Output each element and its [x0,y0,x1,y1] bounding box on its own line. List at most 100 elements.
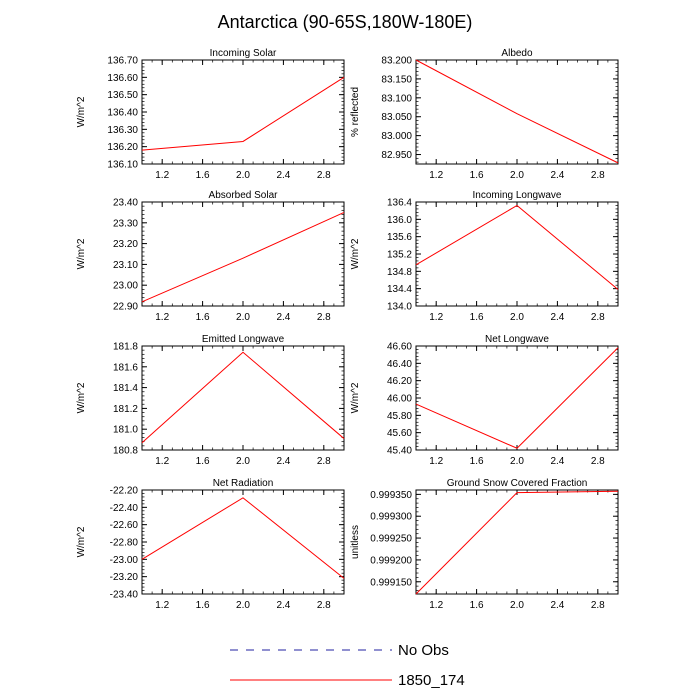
incoming-solar-ytick-label: 136.30 [107,125,138,136]
net-radiation-ytick-label: -23.00 [110,555,139,566]
albedo-series-line-1850-174 [415,59,619,164]
emitted-longwave-ytick-label: 181.2 [113,404,138,415]
net-longwave-xtick-label: 2.0 [510,456,524,467]
panel-incoming-longwave: Incoming Longwave W/m^2 1.2 1.6 2.0 2.4 2.8 134… [350,190,619,323]
panel-ground-snow-covered-fraction: Ground Snow Covered Fraction unitless 1.2 1… [350,478,619,611]
net-longwave-ylabel: W/m^2 [350,382,361,413]
incoming-longwave-title: Incoming Longwave [473,190,562,201]
net-longwave-xtick-label: 2.4 [550,456,564,467]
net-radiation-xtick-label: 2.0 [236,600,250,611]
net-radiation-series-line-1850-174 [141,497,345,579]
incoming-solar-xtick-label: 2.8 [317,170,331,181]
incoming-solar-ytick-label: 136.70 [107,56,138,67]
net-radiation-ylabel: W/m^2 [76,526,87,557]
albedo-xtick-label: 1.2 [429,170,443,181]
net-longwave-ytick-label: 45.60 [387,428,412,439]
albedo-xtick-label: 1.6 [470,170,484,181]
emitted-longwave-xtick-label: 2.0 [236,456,250,467]
net-longwave-series-line-1850-174 [415,347,619,449]
net-radiation-ytick-label: -23.20 [110,572,139,583]
emitted-longwave-ytick-label: 180.8 [113,446,138,457]
incoming-longwave-xtick-label: 2.4 [550,312,564,323]
albedo-xtick-label: 2.4 [550,170,564,181]
ground-snow-covered-fraction-xtick-label: 2.0 [510,600,524,611]
incoming-solar-ytick-label: 136.50 [107,90,138,101]
absorbed-solar-xtick-label: 2.8 [317,312,331,323]
absorbed-solar-ylabel: W/m^2 [76,238,87,269]
incoming-longwave-ytick-label: 135.2 [387,250,412,261]
ground-snow-covered-fraction-xtick-label: 1.6 [470,600,484,611]
albedo-ytick-label: 82.950 [381,150,412,161]
figure-title: Antarctica (90-65S,180W-180E) [218,12,473,32]
panel-albedo: Albedo % reflected 1.2 1.6 2.0 2.4 2.8 82.950 83… [350,48,619,181]
net-longwave-xtick-label: 1.2 [429,456,443,467]
net-longwave-ytick-label: 46.60 [387,342,412,353]
legend: No Obs 1850_174 [230,642,465,689]
panels: Incoming Solar W/m^2 1.2 1.6 2.0 2.4 2.8 136.10… [76,48,619,611]
incoming-longwave-ylabel: W/m^2 [350,238,361,269]
net-radiation-ytick-label: -22.60 [110,520,139,531]
ground-snow-covered-fraction-xtick-label: 1.2 [429,600,443,611]
ground-snow-covered-fraction-ytick-label: 0.999200 [370,555,412,566]
net-longwave-ytick-label: 45.80 [387,411,412,422]
absorbed-solar-ytick-label: 22.90 [113,302,138,313]
emitted-longwave-title: Emitted Longwave [202,334,285,345]
ground-snow-covered-fraction-title: Ground Snow Covered Fraction [447,478,588,489]
absorbed-solar-ytick-label: 23.10 [113,260,138,271]
incoming-longwave-ytick-label: 134.4 [387,284,412,295]
incoming-longwave-ytick-label: 136.0 [387,215,412,226]
absorbed-solar-xtick-label: 1.2 [155,312,169,323]
incoming-solar-xtick-label: 1.2 [155,170,169,181]
incoming-longwave-ytick-label: 135.6 [387,232,412,243]
incoming-solar-xtick-label: 2.4 [276,170,290,181]
net-radiation-xtick-label: 1.2 [155,600,169,611]
emitted-longwave-xtick-label: 2.8 [317,456,331,467]
incoming-longwave-xtick-label: 2.0 [510,312,524,323]
albedo-xtick-label: 2.0 [510,170,524,181]
emitted-longwave-ytick-label: 181.8 [113,342,138,353]
net-longwave-ytick-label: 45.40 [387,446,412,457]
ground-snow-covered-fraction-xtick-label: 2.8 [591,600,605,611]
emitted-longwave-ylabel: W/m^2 [76,382,87,413]
incoming-longwave-series-line-1850-174 [415,204,619,290]
emitted-longwave-ytick-label: 181.6 [113,362,138,373]
incoming-solar-title: Incoming Solar [210,48,277,59]
net-longwave-xtick-label: 2.8 [591,456,605,467]
ground-snow-covered-fraction-ytick-label: 0.999300 [370,512,412,523]
ground-snow-covered-fraction-xtick-label: 2.4 [550,600,564,611]
legend-label-1850-174: 1850_174 [398,672,465,689]
net-radiation-xtick-label: 2.8 [317,600,331,611]
net-radiation-xtick-label: 1.6 [196,600,210,611]
absorbed-solar-xtick-label: 2.4 [276,312,290,323]
legend-label-no-obs: No Obs [398,642,449,659]
albedo-ytick-label: 83.200 [381,56,412,67]
emitted-longwave-series-line-1850-174 [141,351,345,444]
incoming-solar-ytick-label: 136.10 [107,160,138,171]
ground-snow-covered-fraction-ylabel: unitless [350,525,361,559]
albedo-ytick-label: 83.050 [381,112,412,123]
net-longwave-ytick-label: 46.20 [387,376,412,387]
albedo-ytick-label: 83.100 [381,93,412,104]
incoming-longwave-xtick-label: 2.8 [591,312,605,323]
net-longwave-xtick-label: 1.6 [470,456,484,467]
emitted-longwave-ytick-label: 181.0 [113,425,138,436]
incoming-longwave-ytick-label: 136.4 [387,198,412,209]
emitted-longwave-ytick-label: 181.4 [113,383,138,394]
net-radiation-ytick-label: -22.40 [110,503,139,514]
absorbed-solar-title: Absorbed Solar [209,190,279,201]
absorbed-solar-ytick-label: 23.40 [113,198,138,209]
incoming-longwave-xtick-label: 1.6 [470,312,484,323]
incoming-longwave-xtick-label: 1.2 [429,312,443,323]
ground-snow-covered-fraction-ytick-label: 0.999250 [370,534,412,545]
incoming-longwave-ytick-label: 134.0 [387,302,412,313]
panel-emitted-longwave: Emitted Longwave W/m^2 1.2 1.6 2.0 2.4 2.8 180.… [76,334,345,467]
panel-net-radiation: Net Radiation W/m^2 1.2 1.6 2.0 2.4 2.8 -23.40 -… [76,478,345,611]
emitted-longwave-xtick-label: 2.4 [276,456,290,467]
ground-snow-covered-fraction-series-line-1850-174 [415,490,619,595]
absorbed-solar-series-line-1850-174 [141,211,345,303]
absorbed-solar-ytick-label: 23.30 [113,218,138,229]
net-longwave-title: Net Longwave [485,334,549,345]
panel-absorbed-solar: Absorbed Solar W/m^2 1.2 1.6 2.0 2.4 2.8 22.90 2… [76,190,345,323]
net-radiation-ytick-label: -22.20 [110,486,139,497]
